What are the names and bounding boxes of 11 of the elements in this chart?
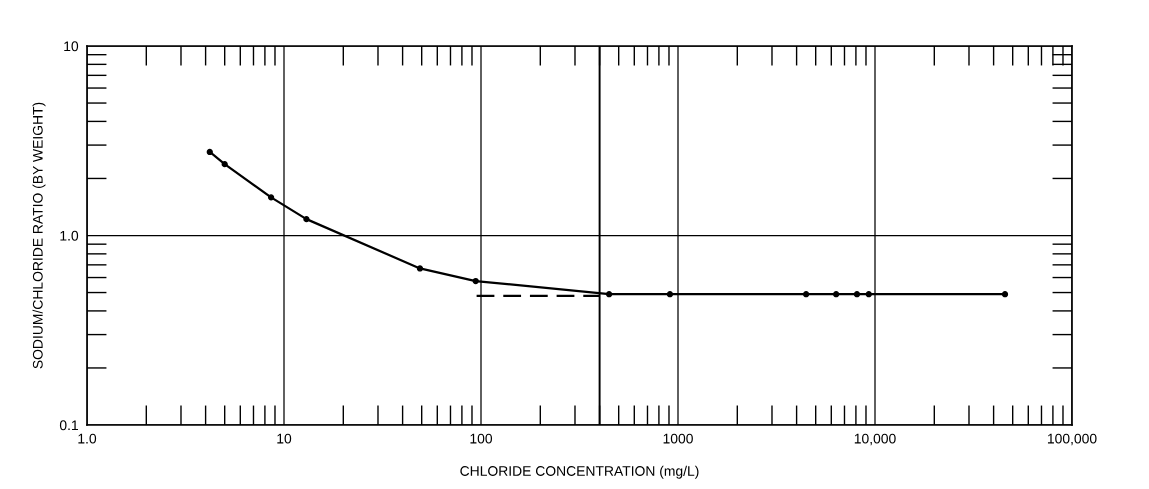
y-tick-label: 0.1	[59, 420, 78, 431]
y-axis-title: SODIUM/CHLORIDE RATIO (BY WEIGHT)	[32, 102, 46, 369]
x-tick-label: 1000	[663, 433, 693, 444]
x-tick-label: 10	[277, 433, 292, 444]
x-tick-label: 100	[470, 433, 493, 444]
x-axis-title: CHLORIDE CONCENTRATION (mg/L)	[460, 465, 699, 479]
x-tick-label: 1.0	[78, 433, 97, 444]
y-tick-label: 10	[64, 41, 79, 52]
x-tick-label: 100,000	[1047, 433, 1097, 446]
x-tick-label: 10,000	[854, 433, 896, 446]
y-tick-label: 1.0	[60, 230, 79, 241]
